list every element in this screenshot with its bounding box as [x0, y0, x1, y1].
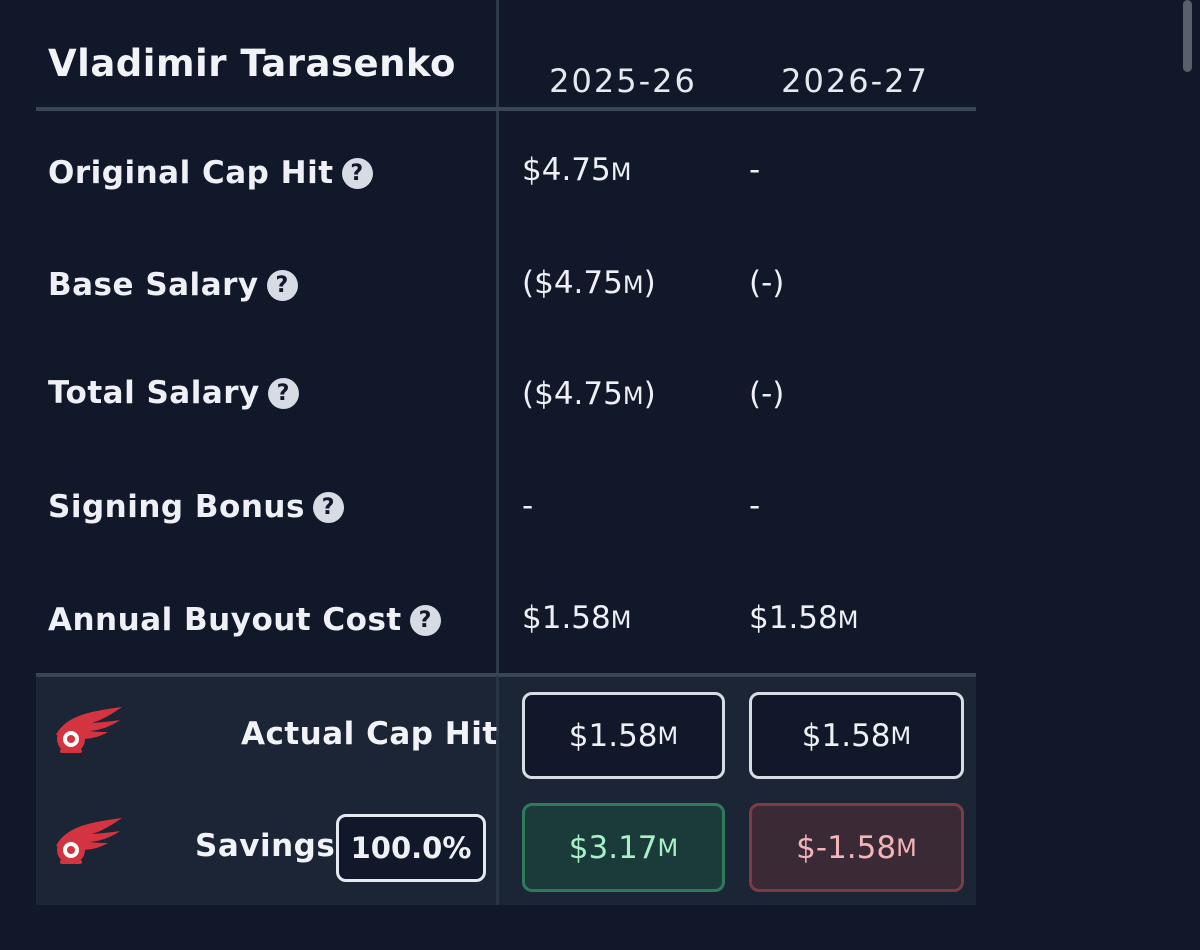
row-label-original-cap-hit: Original Cap Hit ?	[48, 155, 373, 191]
player-name: Vladimir Tarasenko	[48, 42, 456, 85]
savings-label: Savings	[195, 828, 336, 864]
help-icon[interactable]: ?	[267, 377, 299, 409]
base-salary-2026-27: (-)	[749, 265, 785, 301]
row-label-text: Base Salary	[48, 267, 259, 303]
column-divider	[496, 0, 499, 905]
row-label-base-salary: Base Salary ?	[48, 267, 298, 303]
row-label-text: Total Salary	[48, 375, 260, 411]
help-icon[interactable]: ?	[266, 269, 298, 301]
total-salary-2025-26: ($4.75M)	[522, 376, 656, 412]
total-salary-2026-27: (-)	[749, 376, 785, 412]
savings-2026-27: $-1.58 M	[749, 803, 964, 892]
actual-cap-hit-2026-27: $1.58 M	[749, 692, 964, 779]
footer-column-divider	[496, 676, 499, 905]
signing-bonus-2025-26: -	[522, 488, 534, 524]
help-icon[interactable]: ?	[341, 157, 373, 189]
annual-buyout-cost-2025-26: $1.58M	[522, 600, 632, 636]
help-icon[interactable]: ?	[409, 604, 441, 636]
signing-bonus-2026-27: -	[749, 488, 761, 524]
row-label-text: Annual Buyout Cost	[48, 602, 402, 638]
red-wings-logo-icon	[56, 818, 122, 864]
actual-cap-hit-2025-26: $1.58 M	[522, 692, 725, 779]
row-label-text: Original Cap Hit	[48, 155, 334, 191]
original-cap-hit-2026-27: -	[749, 152, 761, 188]
red-wings-logo-icon	[56, 707, 122, 753]
row-label-signing-bonus: Signing Bonus ?	[48, 489, 344, 525]
season-header-2025-26: 2025-26	[549, 62, 697, 100]
actual-cap-hit-label: Actual Cap Hit	[241, 716, 498, 752]
help-icon[interactable]: ?	[312, 491, 344, 523]
row-label-text: Signing Bonus	[48, 489, 305, 525]
season-header-2026-27: 2026-27	[781, 62, 929, 100]
base-salary-2025-26: ($4.75M)	[522, 265, 656, 301]
footer-divider	[36, 673, 976, 677]
scrollbar-thumb[interactable]	[1183, 0, 1192, 72]
savings-2025-26: $3.17 M	[522, 803, 725, 892]
savings-percent-input[interactable]: 100.0%	[336, 814, 486, 882]
row-label-total-salary: Total Salary ?	[48, 375, 299, 411]
row-label-annual-buyout-cost: Annual Buyout Cost ?	[48, 602, 441, 638]
annual-buyout-cost-2026-27: $1.58M	[749, 600, 859, 636]
header-divider	[36, 107, 976, 111]
original-cap-hit-2025-26: $4.75M	[522, 152, 632, 188]
